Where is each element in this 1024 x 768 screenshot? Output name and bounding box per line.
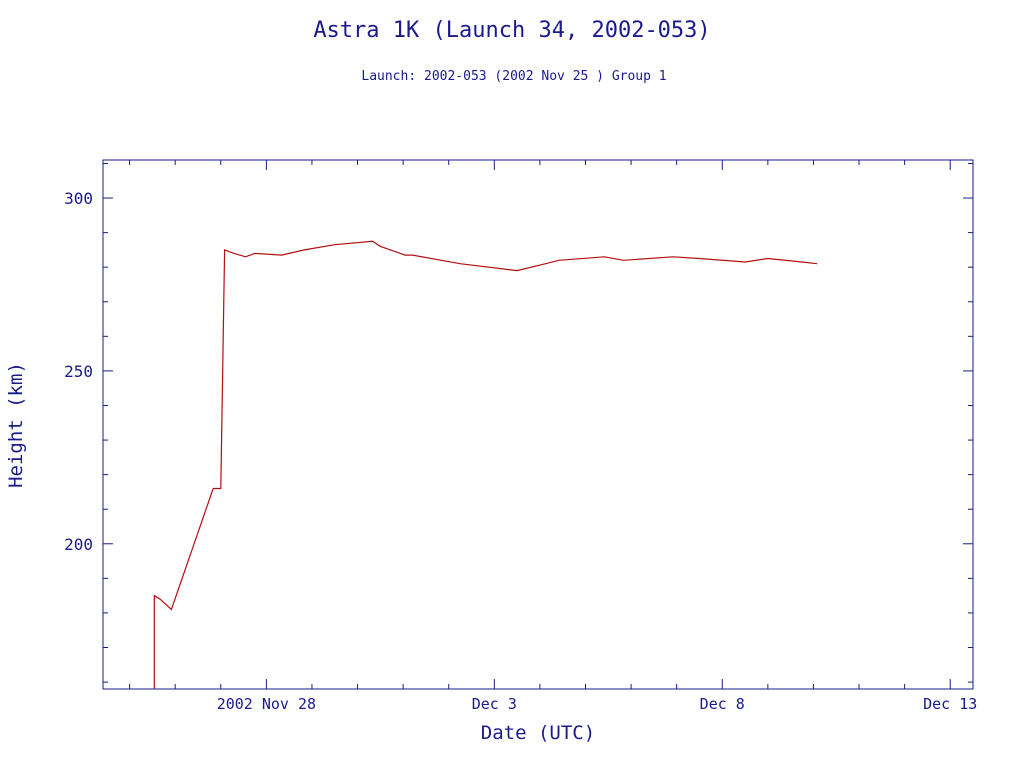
y-tick-labels: 200 250 300: [64, 189, 93, 554]
y-axis-label: Height (km): [5, 362, 27, 488]
y-tick-label: 250: [64, 362, 93, 381]
x-tick-label: Dec 3: [472, 695, 517, 713]
x-tick-label: Dec 8: [700, 695, 745, 713]
x-axis-label: Date (UTC): [481, 722, 595, 744]
plot-area: [153, 240, 818, 689]
chart-subtitle: Launch: 2002-053 (2002 Nov 25 ) Group 1: [361, 69, 666, 84]
axis-ticks: [103, 160, 973, 689]
x-tick-label: 2002 Nov 28: [217, 695, 316, 713]
x-tick-labels: 2002 Nov 28 Dec 3 Dec 8 Dec 13: [217, 695, 978, 713]
x-tick-label: Dec 13: [923, 695, 977, 713]
chart-title: Astra 1K (Launch 34, 2002-053): [313, 18, 710, 43]
height-series-line: [153, 240, 818, 689]
y-tick-label: 300: [64, 189, 93, 208]
plot-frame: [102, 159, 974, 690]
y-tick-label: 200: [64, 535, 93, 554]
